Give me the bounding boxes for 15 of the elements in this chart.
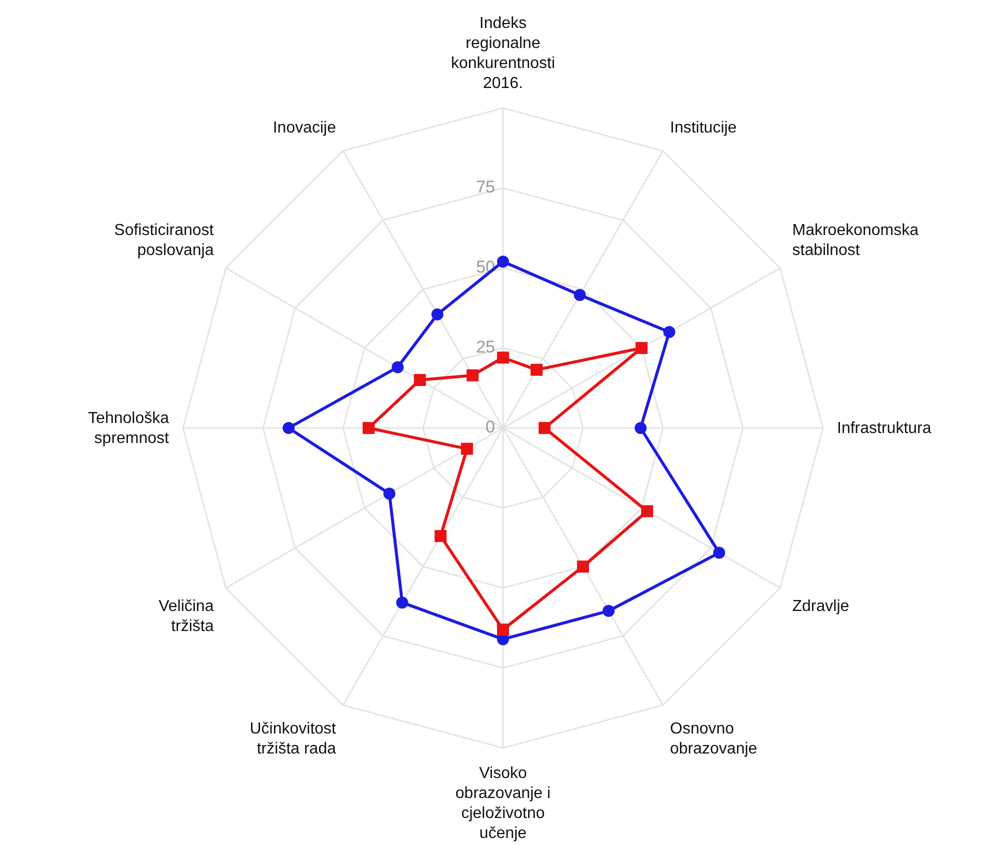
spoke-label: Institucije (670, 120, 737, 137)
spoke-label: Zdravlje (792, 598, 850, 615)
spoke-label: Veličina tržišta (158, 598, 214, 635)
spoke-label: Tehnološka spremnost (88, 410, 170, 447)
spoke-label: Makroekonomska stabilnost (792, 222, 919, 259)
spoke-label: Infrastruktura (837, 420, 932, 437)
spoke-label: Visoko obrazovanje i cjeloživotno učenje (455, 765, 551, 842)
y-tick-label: 75 (476, 177, 495, 196)
y-tick-label: 25 (476, 337, 495, 356)
spoke-label: Indeks regionalne konkurentnosti 2016. (450, 15, 556, 92)
spoke-label: Sofisticiranost poslovanja (114, 222, 214, 259)
spoke-label: Osnovno obrazovanje (670, 720, 758, 758)
y-tick-label: 0 (486, 417, 495, 436)
spoke-label: Učinkovitost tržišta rada (250, 720, 337, 758)
spoke-label: Inovacije (272, 120, 336, 137)
